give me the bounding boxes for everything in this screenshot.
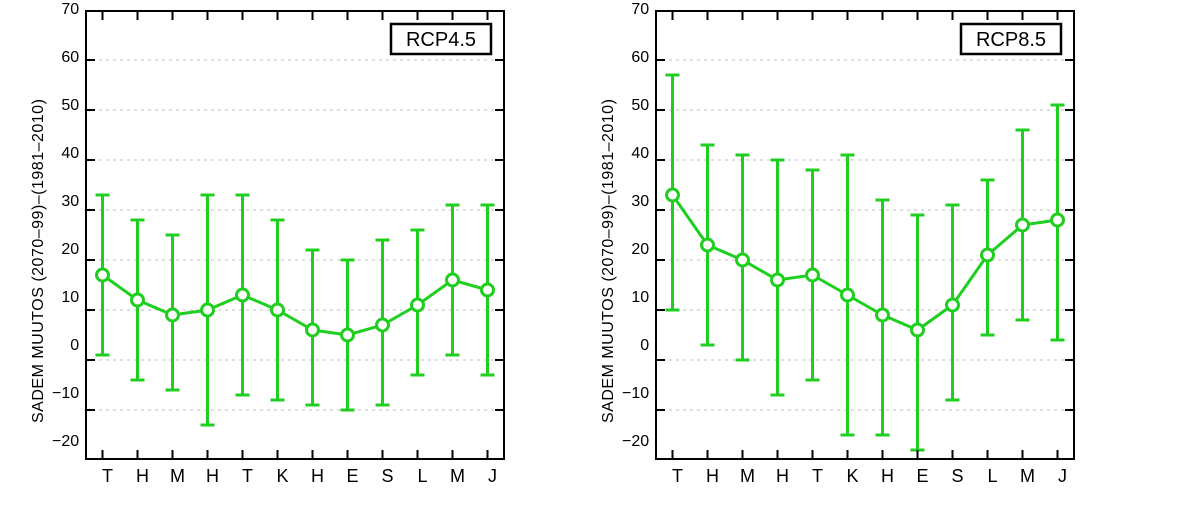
- y-tick-label: 60: [631, 49, 649, 67]
- data-marker: [1052, 214, 1064, 226]
- y-tick-label: 60: [61, 49, 79, 67]
- x-tick-label: E: [905, 466, 940, 487]
- data-marker: [447, 274, 459, 286]
- x-tick-label: K: [835, 466, 870, 487]
- x-tick-label: T: [90, 466, 125, 487]
- x-tick-label: H: [870, 466, 905, 487]
- data-marker: [737, 254, 749, 266]
- y-tick-label: −10: [52, 385, 79, 403]
- y-tick-label: 10: [61, 289, 79, 307]
- y-tick-label: −20: [622, 433, 649, 451]
- data-line: [103, 275, 488, 335]
- x-tick-label: J: [1045, 466, 1080, 487]
- x-tick-label: T: [800, 466, 835, 487]
- data-marker: [1017, 219, 1029, 231]
- plot-area: RCP4.5: [85, 10, 505, 460]
- data-marker: [702, 239, 714, 251]
- y-tick-labels: 70 60 50 40 30 20 10 0 −10 −20: [52, 1, 85, 451]
- x-tick-label: E: [335, 466, 370, 487]
- x-tick-label: L: [975, 466, 1010, 487]
- data-marker: [272, 304, 284, 316]
- data-marker: [807, 269, 819, 281]
- data-marker: [842, 289, 854, 301]
- data-marker: [202, 304, 214, 316]
- y-tick-label: 10: [631, 289, 649, 307]
- x-tick-label: M: [440, 466, 475, 487]
- data-marker: [412, 299, 424, 311]
- x-tick-label: H: [765, 466, 800, 487]
- x-tick-label: H: [695, 466, 730, 487]
- x-tick-label: H: [195, 466, 230, 487]
- x-tick-label: K: [265, 466, 300, 487]
- x-tick-label: T: [660, 466, 695, 487]
- data-marker: [667, 189, 679, 201]
- x-tick-label: H: [300, 466, 335, 487]
- data-marker: [877, 309, 889, 321]
- data-marker: [97, 269, 109, 281]
- data-marker: [377, 319, 389, 331]
- data-marker: [982, 249, 994, 261]
- data-marker: [237, 289, 249, 301]
- chart-pair: SADEM MUUTOS (2070–99)–(1981–2010) 70 60 50…: [0, 0, 1200, 507]
- legend-label: RCP4.5: [406, 29, 476, 51]
- y-tick-label: −20: [52, 433, 79, 451]
- plot-area: RCP8.5: [655, 10, 1075, 460]
- y-tick-label: 50: [61, 97, 79, 115]
- data-marker: [912, 324, 924, 336]
- chart-panel: SADEM MUUTOS (2070–99)–(1981–2010)706050…: [30, 10, 510, 487]
- x-tick-label: M: [730, 466, 765, 487]
- y-tick-label: 70: [61, 1, 79, 19]
- x-tick-labels: THMHTKHESLMJ: [90, 466, 510, 487]
- y-tick-labels: 70 60 50 40 30 20 10 0 −10 −20: [622, 1, 655, 451]
- x-tick-labels: THMHTKHESLMJ: [660, 466, 1080, 487]
- legend-label: RCP8.5: [976, 29, 1046, 51]
- x-tick-label: M: [160, 466, 195, 487]
- y-axis-label: SADEM MUUTOS (2070–99)–(1981–2010): [30, 10, 48, 487]
- y-tick-label: 40: [631, 145, 649, 163]
- data-marker: [482, 284, 494, 296]
- y-tick-label: −10: [622, 385, 649, 403]
- y-tick-label: 20: [631, 241, 649, 259]
- data-marker: [167, 309, 179, 321]
- y-tick-label: 30: [631, 193, 649, 211]
- y-tick-label: 30: [61, 193, 79, 211]
- x-tick-label: T: [230, 466, 265, 487]
- data-marker: [132, 294, 144, 306]
- x-tick-label: M: [1010, 466, 1045, 487]
- data-marker: [772, 274, 784, 286]
- x-tick-label: S: [940, 466, 975, 487]
- data-marker: [947, 299, 959, 311]
- x-tick-label: L: [405, 466, 440, 487]
- data-marker: [342, 329, 354, 341]
- y-tick-label: 20: [61, 241, 79, 259]
- y-tick-label: 70: [631, 1, 649, 19]
- y-tick-label: 40: [61, 145, 79, 163]
- y-tick-label: 50: [631, 97, 649, 115]
- chart-panel: SADEM MUUTOS (2070–99)–(1981–2010)706050…: [600, 10, 1080, 487]
- x-tick-label: H: [125, 466, 160, 487]
- y-tick-label: 0: [70, 337, 79, 355]
- y-tick-label: 0: [640, 337, 649, 355]
- data-marker: [307, 324, 319, 336]
- x-tick-label: J: [475, 466, 510, 487]
- x-tick-label: S: [370, 466, 405, 487]
- y-axis-label: SADEM MUUTOS (2070–99)–(1981–2010): [600, 10, 618, 487]
